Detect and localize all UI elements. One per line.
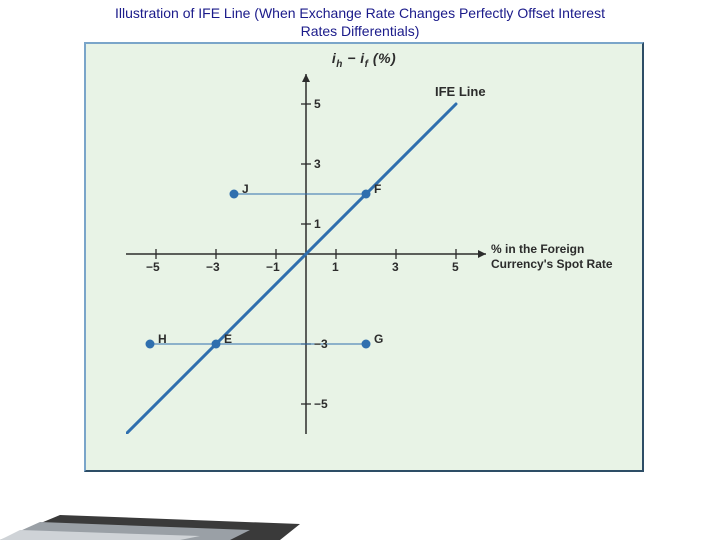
x-tick--1: −1 <box>266 260 280 274</box>
y-tick--5: −5 <box>314 397 328 411</box>
x-axis-title: % in the Foreign Currency's Spot Rate <box>491 242 636 272</box>
point-label-F: F <box>374 182 381 196</box>
x-tick-1: 1 <box>332 260 339 274</box>
point-label-J: J <box>242 182 249 196</box>
x-tick-5: 5 <box>452 260 459 274</box>
y-tick-5: 5 <box>314 97 321 111</box>
title-line2: Rates Differentials) <box>301 23 420 39</box>
ife-line-label: IFE Line <box>435 84 486 99</box>
plot-svg <box>126 74 486 434</box>
point-label-E: E <box>224 332 232 346</box>
decor-shape <box>0 460 320 540</box>
x-tick--3: −3 <box>206 260 220 274</box>
y-tick--3: −3 <box>314 337 328 351</box>
x-tick--5: −5 <box>146 260 160 274</box>
point-label-G: G <box>374 332 383 346</box>
page-title: Illustration of IFE Line (When Exchange … <box>0 0 720 42</box>
y-axis-title: ih − if (%) <box>86 50 642 70</box>
y-tick-1: 1 <box>314 217 321 231</box>
chart-panel: ih − if (%) % in the Foreign Currency's … <box>84 42 644 472</box>
plot-area: −5 −3 −1 1 3 5 −5 −3 1 3 5 J F H E G IFE Line <box>126 74 486 434</box>
title-line1: Illustration of IFE Line (When Exchange … <box>115 5 605 21</box>
y-tick-3: 3 <box>314 157 321 171</box>
x-tick-3: 3 <box>392 260 399 274</box>
point-label-H: H <box>158 332 167 346</box>
